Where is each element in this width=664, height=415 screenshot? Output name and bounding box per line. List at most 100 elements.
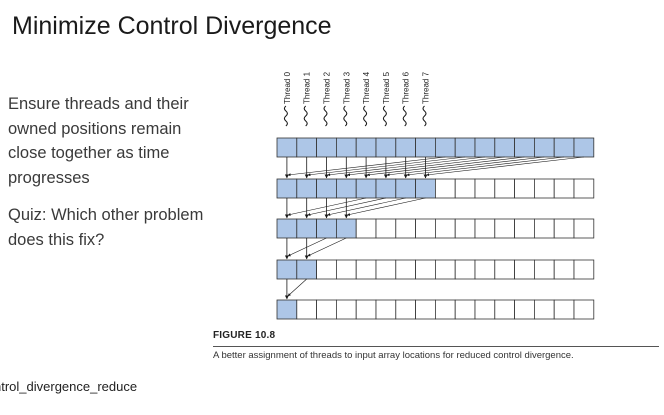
thread-label: Thread 7 bbox=[422, 71, 431, 104]
array-cell bbox=[355, 299, 377, 320]
array-cell bbox=[355, 178, 377, 199]
thread-squiggle bbox=[363, 105, 368, 127]
thread-label: Thread 3 bbox=[342, 71, 351, 104]
array-cell bbox=[395, 259, 416, 280]
array-cell bbox=[335, 299, 357, 320]
thread-label: Thread 5 bbox=[382, 71, 391, 104]
array-cell bbox=[335, 259, 357, 280]
thread-label: Thread 2 bbox=[323, 71, 332, 104]
array-cell bbox=[474, 218, 496, 239]
array-cell bbox=[534, 259, 555, 280]
array-cell bbox=[395, 299, 416, 320]
array-cell bbox=[276, 299, 298, 320]
array-cell bbox=[573, 178, 595, 199]
array-cell bbox=[355, 259, 377, 280]
array-cell bbox=[415, 218, 436, 239]
array-cell bbox=[296, 299, 317, 320]
reduction-diagram: Thread 0 Thread 1 Thread 2 Thread 3 Thread 4… bbox=[276, 71, 595, 320]
array-cell bbox=[553, 259, 575, 280]
thread-squiggle bbox=[303, 105, 308, 127]
reduction-edge bbox=[406, 156, 565, 177]
reduction-edge bbox=[347, 197, 426, 216]
array-cell bbox=[276, 178, 298, 199]
thread-label: Thread 1 bbox=[303, 71, 312, 104]
array-cell bbox=[415, 178, 436, 199]
thread-squiggle bbox=[343, 105, 348, 127]
array-cell bbox=[276, 137, 298, 158]
array-cell bbox=[454, 137, 476, 158]
array-cell bbox=[454, 218, 476, 239]
array-cell bbox=[296, 259, 317, 280]
array-cell bbox=[434, 137, 456, 158]
array-cell bbox=[335, 137, 357, 158]
array-cell bbox=[316, 218, 337, 239]
array-cell bbox=[534, 137, 555, 158]
array-cell bbox=[395, 218, 416, 239]
reduction-edge bbox=[327, 197, 406, 216]
reduction-edge bbox=[327, 156, 485, 177]
reduction-edge bbox=[386, 156, 545, 177]
array-cell bbox=[415, 299, 436, 320]
array-cell bbox=[296, 137, 317, 158]
array-cell bbox=[335, 218, 357, 239]
array-cell bbox=[434, 178, 456, 199]
array-cell bbox=[375, 259, 397, 280]
array-cell bbox=[474, 259, 496, 280]
array-cell bbox=[395, 137, 416, 158]
array-cell bbox=[553, 137, 575, 158]
array-cell bbox=[454, 259, 476, 280]
thread-label: Thread 4 bbox=[362, 71, 371, 104]
array-cell bbox=[514, 299, 535, 320]
array-cell bbox=[474, 137, 496, 158]
array-cell bbox=[514, 137, 535, 158]
array-cell bbox=[415, 259, 436, 280]
array-cell bbox=[375, 299, 397, 320]
reduction-edge bbox=[307, 197, 386, 216]
reduction-edge bbox=[426, 156, 584, 177]
reduction-edge bbox=[287, 237, 327, 257]
array-cell bbox=[573, 218, 595, 239]
array-cell bbox=[276, 259, 298, 280]
array-cell bbox=[296, 218, 317, 239]
array-cell bbox=[474, 178, 496, 199]
array-cell bbox=[494, 178, 515, 199]
array-cell bbox=[316, 259, 337, 280]
array-cell bbox=[534, 299, 555, 320]
array-cell bbox=[494, 299, 515, 320]
array-cell bbox=[573, 137, 595, 158]
array-cell bbox=[276, 218, 298, 239]
array-cell bbox=[494, 218, 515, 239]
array-cell bbox=[573, 259, 595, 280]
array-cell bbox=[494, 259, 515, 280]
array-cell bbox=[335, 178, 357, 199]
thread-squiggle bbox=[323, 105, 328, 127]
array-cell bbox=[316, 137, 337, 158]
array-cell bbox=[553, 218, 575, 239]
thread-squiggle bbox=[402, 105, 407, 127]
array-cell bbox=[514, 178, 535, 199]
reduction-edge bbox=[307, 237, 347, 257]
array-cell bbox=[434, 259, 456, 280]
array-cell bbox=[494, 137, 515, 158]
reduction-edge bbox=[307, 156, 466, 177]
bullet-2: Quiz: Which other problem does this fix? bbox=[8, 206, 204, 249]
bullet-1: Ensure threads and their owned positions… bbox=[8, 95, 189, 187]
array-cell bbox=[375, 218, 397, 239]
reduction-edge bbox=[366, 156, 525, 177]
thread-label: Thread 0 bbox=[283, 71, 292, 104]
array-cell bbox=[316, 299, 337, 320]
reduction-edge bbox=[287, 197, 367, 216]
array-cell bbox=[316, 178, 337, 199]
array-cell bbox=[454, 299, 476, 320]
figure-caption: A better assignment of threads to input … bbox=[213, 350, 574, 361]
array-cell bbox=[415, 137, 436, 158]
figure-label: FIGURE 10.8 bbox=[213, 330, 276, 341]
caption-rule bbox=[213, 346, 659, 347]
array-cell bbox=[474, 299, 496, 320]
thread-label: Thread 6 bbox=[402, 71, 411, 104]
array-cell bbox=[553, 178, 575, 199]
thread-squiggle bbox=[422, 105, 427, 127]
array-cell bbox=[395, 178, 416, 199]
array-cell bbox=[573, 299, 595, 320]
array-cell bbox=[534, 178, 555, 199]
